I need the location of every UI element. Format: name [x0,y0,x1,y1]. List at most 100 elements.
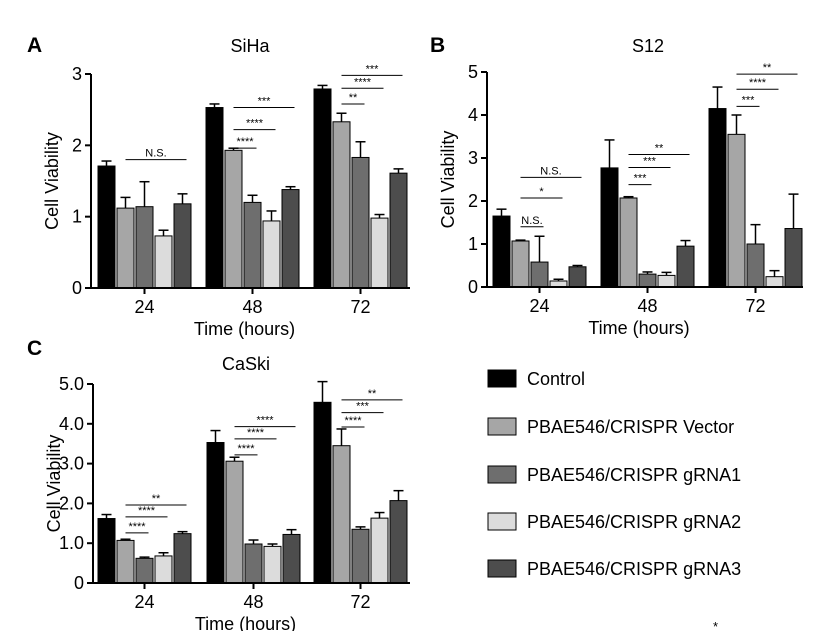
y-tick-label: 0 [468,277,478,297]
significance-label: *** [356,401,370,413]
bar [224,149,243,289]
bar [511,240,530,288]
chart-title: SiHa [230,36,270,56]
bar [332,121,351,289]
bar [262,220,281,289]
bar [389,500,408,584]
x-tick-label: 48 [637,296,657,316]
significance-label: ** [152,493,161,505]
y-tick-label: 0 [72,278,82,298]
y-tick-label: 2 [468,191,478,211]
bar [154,235,173,289]
bar [638,273,657,288]
legend-swatch-grna1 [487,465,517,484]
legend-item: PBAE546/CRISPR gRNA3 [487,559,741,579]
significance-label: **** [246,118,264,130]
x-axis-label: Time (hours) [194,319,295,339]
y-tick-label: 3.0 [59,454,84,474]
bar [676,245,695,288]
significance-label: **** [128,521,146,533]
y-axis-label: Cell Viability [42,132,62,230]
significance-label: **** [138,505,156,517]
bar [243,201,262,289]
legend: Control PBAE546/CRISPR Vector PBAE546/CR… [487,369,741,579]
y-tick-label: 4 [468,105,478,125]
chart-panel-s12: B S12 0 1 2 3 4 5 24 48 72 Time (hours) Cell Viabili… [430,34,803,338]
legend-item: PBAE546/CRISPR gRNA1 [487,465,741,485]
bar [530,261,549,288]
x-tick-label: 24 [134,592,154,612]
y-tick-label: 5.0 [59,374,84,394]
bar [727,133,746,288]
x-tick-label: 24 [529,296,549,316]
x-axis-label: Time (hours) [195,614,296,631]
significance-label: *** [643,155,657,167]
bar [389,172,408,289]
y-tick-label: 3 [468,148,478,168]
footnote-asterisk: * [713,619,718,631]
bar [784,228,803,288]
y-axis-label: Cell Viability [44,435,64,533]
y-tick-label: 1 [72,207,82,227]
significance-label: * [539,186,544,198]
bar [332,445,351,584]
y-tick-label: 2 [72,135,82,155]
bar [173,203,192,289]
y-tick-label: 1 [468,234,478,254]
significance-label: *** [366,63,380,75]
x-tick-label: 72 [350,592,370,612]
significance-label: ** [368,388,377,400]
legend-item: Control [487,369,585,389]
panel-label: B [430,34,445,57]
panel-label: A [27,34,42,57]
significance-label: ** [763,62,772,74]
significance-label: ** [655,143,664,155]
bar [370,517,389,584]
bar [116,207,135,289]
bar [619,197,638,288]
legend-swatch-control [487,369,517,388]
y-tick-label: 1.0 [59,533,84,553]
bar [568,266,587,288]
chart-panel-siha: A SiHa 0 1 2 3 24 48 72 Time (hours) Cell Viabilit… [27,34,410,339]
x-tick-label: 72 [350,297,370,317]
bar [225,460,244,584]
bar [244,543,263,584]
bar [657,274,676,288]
bar [135,206,154,289]
bar [370,217,389,289]
x-axis-label: Time (hours) [588,318,689,338]
legend-swatch-vector [487,417,517,436]
bar [116,539,135,584]
bar [708,108,727,288]
legend-label: PBAE546/CRISPR gRNA1 [527,465,741,485]
chart-title: S12 [632,36,664,56]
x-tick-label: 48 [242,297,262,317]
significance-label: **** [749,77,767,89]
y-tick-label: 0 [74,573,84,593]
significance-label: **** [236,136,254,148]
significance-label: **** [354,76,372,88]
significance-label: N.S. [540,165,561,177]
y-tick-label: 5 [468,62,478,82]
y-tick-label: 4.0 [59,414,84,434]
bar [154,555,173,584]
bar [282,533,301,584]
panel-label: C [27,337,42,360]
bar [97,165,116,289]
bar [206,442,225,584]
significance-label: **** [344,415,362,427]
bar [313,401,332,584]
significance-label: ** [349,92,358,104]
legend-label: PBAE546/CRISPR gRNA3 [527,559,741,579]
bar [765,276,784,288]
chart-panel-caski: C CaSki 0 1.0 2.0 3.0 4.0 5.0 24 48 72 Time (hours)… [27,337,410,631]
significance-label: *** [258,96,272,108]
significance-label: **** [247,427,265,439]
legend-label: Control [527,369,585,389]
legend-label: PBAE546/CRISPR Vector [527,417,734,437]
bar [263,545,282,584]
x-tick-label: 72 [745,296,765,316]
bar [281,189,300,289]
